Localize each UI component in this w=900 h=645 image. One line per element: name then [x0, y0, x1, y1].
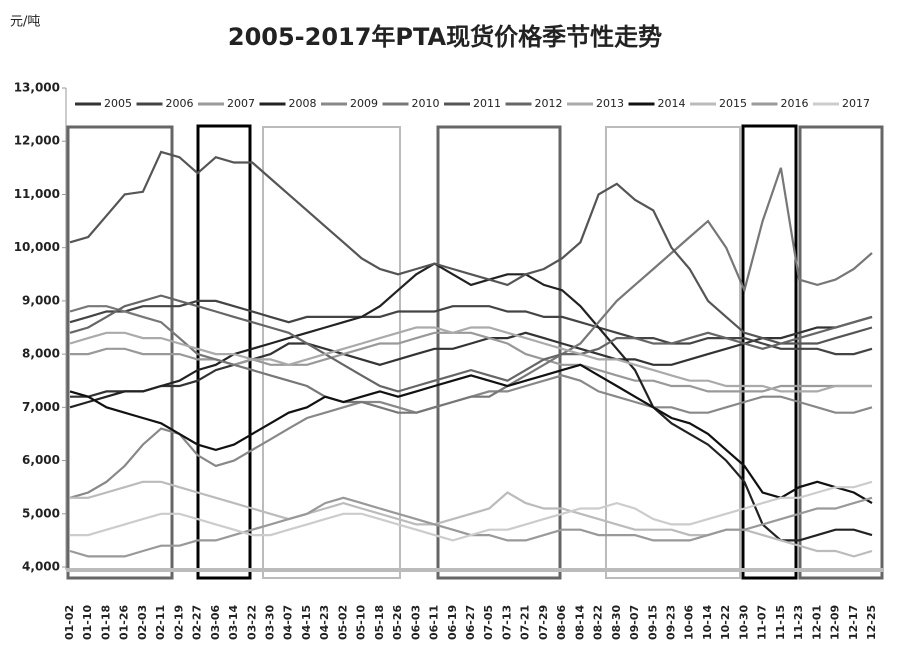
legend-label: 2012: [535, 97, 563, 110]
legend-label: 2015: [719, 97, 747, 110]
legend-label: 2006: [166, 97, 194, 110]
x-tick-label: 05-10: [355, 604, 368, 640]
x-tick-label: 12-09: [829, 605, 842, 640]
x-tick-label: 11-15: [774, 605, 787, 640]
y-tick-label: 9,000: [22, 293, 60, 307]
highlight-box: [741, 124, 798, 580]
highlight-box: [66, 125, 174, 580]
highlight-box: [196, 124, 252, 580]
legend-label: 2010: [412, 97, 440, 110]
y-tick-label: 4,000: [22, 560, 60, 574]
chart-title: 2005-2017年PTA现货价格季节性走势: [228, 23, 662, 51]
legend-label: 2013: [596, 97, 624, 110]
legend-label: 2008: [289, 97, 317, 110]
y-tick-label: 8,000: [22, 347, 60, 361]
legend-label: 2016: [781, 97, 809, 110]
y-tick-label: 7,000: [22, 400, 60, 414]
x-tick-label: 02-19: [172, 605, 185, 640]
x-tick-label: 04-23: [318, 605, 331, 640]
x-tick-label: 05-02: [336, 605, 349, 640]
legend-label: 2009: [350, 97, 378, 110]
series-line: [70, 480, 873, 542]
x-tick-label: 07-29: [537, 605, 550, 640]
series-line: [69, 262, 873, 542]
x-tick-label: 08-14: [573, 604, 586, 640]
x-tick-label: 10-06: [683, 604, 696, 640]
x-tick-label: 01-26: [118, 604, 131, 640]
x-tick-label: 03-06: [209, 604, 222, 640]
x-tick-label: 10-22: [719, 605, 732, 640]
legend-label: 2007: [227, 97, 255, 110]
series-line: [69, 363, 873, 505]
legend-label: 2011: [473, 97, 501, 110]
x-tick-label: 02-27: [191, 605, 204, 640]
x-tick-label: 11-07: [756, 605, 769, 640]
series-line: [69, 326, 872, 393]
x-tick-label: 12-17: [847, 605, 860, 640]
series-line: [69, 294, 873, 393]
x-tick-label: 08-06: [555, 604, 568, 640]
x-tick-label: 06-27: [464, 605, 477, 640]
x-tick-label: 01-02: [63, 605, 76, 640]
x-tick-label: 05-26: [391, 604, 404, 640]
x-tick-label: 06-11: [428, 605, 441, 640]
x-tick-label: 03-30: [264, 604, 277, 640]
x-tick-label: 09-23: [665, 605, 678, 640]
highlight-box: [605, 126, 741, 579]
x-tick-label: 05-18: [373, 605, 386, 640]
y-tick-label: 5,000: [22, 506, 60, 520]
legend-label: 2014: [658, 97, 686, 110]
y-tick-label: 13,000: [14, 81, 60, 95]
x-tick-label: 06-19: [446, 605, 459, 640]
y-tick-label: 6,000: [22, 453, 60, 467]
x-tick-label: 12-01: [810, 605, 823, 640]
highlight-box: [798, 125, 884, 580]
x-tick-label: 03-22: [245, 605, 258, 640]
series-line: [70, 331, 872, 393]
series-line: [69, 299, 873, 356]
series-line: [70, 315, 873, 398]
x-tick-label: 10-14: [701, 604, 714, 640]
legend-label: 2017: [842, 97, 870, 110]
x-tick-label: 07-21: [519, 605, 532, 640]
x-tick-label: 08-30: [610, 604, 623, 640]
x-tick-label: 06-03: [409, 605, 422, 640]
x-tick-label: 12-25: [865, 605, 878, 640]
y-tick-label: 10,000: [14, 240, 60, 254]
x-tick-label: 09-15: [646, 605, 659, 640]
x-tick-label: 01-10: [81, 604, 94, 640]
x-tick-label: 10-30: [737, 604, 750, 640]
x-tick-label: 04-15: [300, 605, 313, 640]
highlight-box: [436, 125, 562, 580]
x-tick-label: 09-07: [628, 605, 641, 640]
series-line: [70, 480, 873, 558]
x-tick-label: 07-13: [500, 605, 513, 640]
x-tick-label: 04-07: [282, 605, 295, 640]
x-tick-label: 07-05: [482, 605, 495, 640]
x-tick-label: 01-18: [99, 605, 112, 640]
highlight-box: [262, 126, 401, 579]
x-tick-label: 08-22: [592, 605, 605, 640]
y-tick-label: 12,000: [14, 134, 60, 148]
y-tick-label: 11,000: [14, 187, 60, 201]
x-tick-label: 02-11: [154, 605, 167, 640]
highlight-boxes: [66, 124, 884, 580]
series-line: [69, 150, 873, 345]
x-tick-label: 03-14: [227, 604, 240, 640]
legend-label: 2005: [104, 97, 132, 110]
series-line: [69, 374, 873, 499]
y-axis-label: 元/吨: [10, 15, 40, 30]
x-tick-label: 02-03: [136, 605, 149, 640]
series-line: [69, 167, 873, 414]
x-tick-label: 11-23: [792, 605, 805, 640]
